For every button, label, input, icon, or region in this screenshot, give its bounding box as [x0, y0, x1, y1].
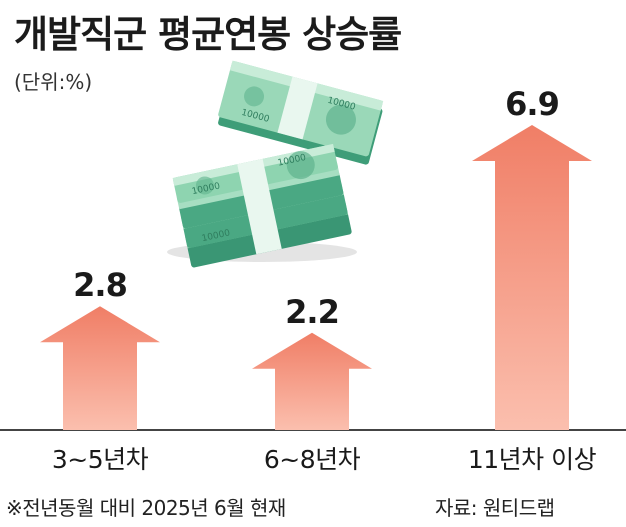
bar-arrow [252, 332, 372, 430]
data-label: 2.2 [285, 293, 339, 331]
source-label: 자료: 원티드랩 [435, 496, 555, 520]
category-label: 11년차 이상 [468, 445, 597, 474]
unit-label: (단위:%) [14, 70, 93, 94]
money-stacks-icon: 10000 10000 10000 10000 10000 [167, 60, 384, 268]
bar-arrow [40, 306, 160, 430]
category-label: 6~8년차 [264, 445, 361, 474]
data-label: 6.9 [505, 85, 559, 123]
chart-title: 개발직군 평균연봉 상승률 [14, 13, 402, 56]
data-label: 2.8 [73, 266, 127, 304]
bar-arrow [472, 125, 592, 431]
category-label: 3~5년차 [52, 445, 149, 474]
footnote: ※전년동월 대비 2025년 6월 현재 [6, 496, 286, 520]
